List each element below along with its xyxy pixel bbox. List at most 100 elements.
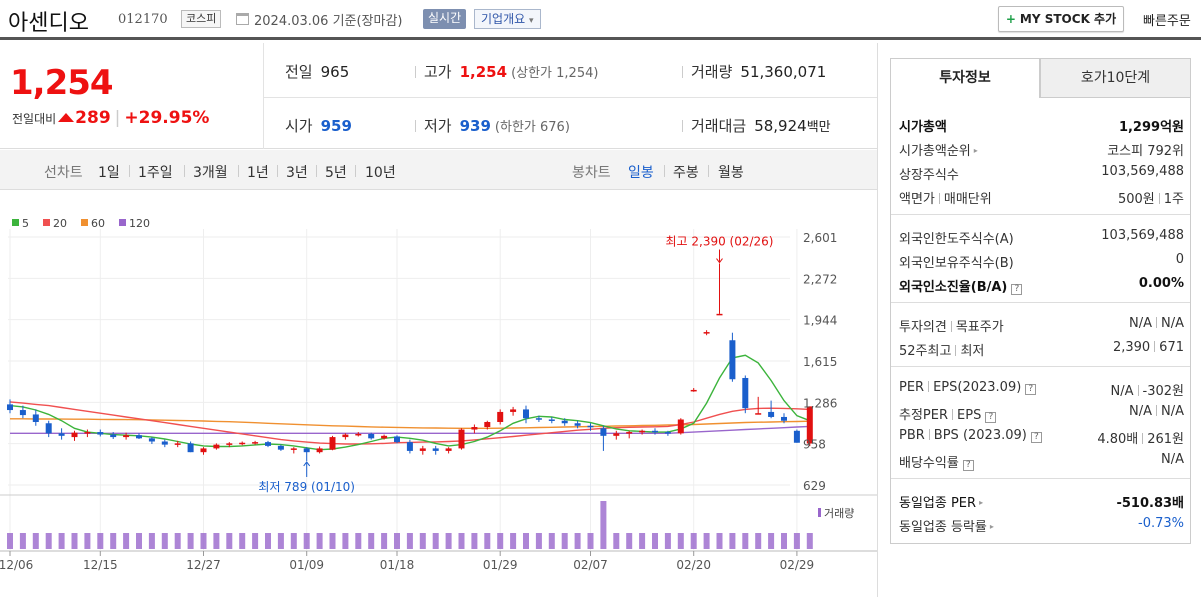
candle-daily[interactable]: 일봉 [628,165,654,181]
candle-body [419,448,426,451]
period-1y[interactable]: 1년 [247,165,269,181]
volume-bar [535,533,542,549]
candle-weekly[interactable]: 주봉 [673,165,699,181]
divider [928,429,930,440]
chart-period-bar: 선차트 1일 1주일 3개월 1년 3년 5년 10년 봉차트 일봉 주봉 월봉 [0,150,877,190]
candle-body [329,437,336,450]
caret-right-icon: ▸ [989,522,994,531]
info-row: 외국인한도주식수(A) 103,569,488 [899,228,1184,247]
candle-monthly[interactable]: 월봉 [718,165,744,181]
period-1d[interactable]: 1일 [98,165,120,181]
volume-bar [342,533,349,549]
period-1w[interactable]: 1주일 [138,165,173,181]
volume-bar [303,533,310,549]
candle-body [639,430,646,433]
volume-bar [471,533,478,549]
candle-body [136,435,142,439]
volume-label: 거래량 [824,507,854,520]
calendar-icon [236,13,249,25]
candle-body [458,429,465,449]
caret-right-icon: ▸ [973,146,978,155]
period-10y[interactable]: 10년 [365,165,396,181]
candle-body [510,409,517,412]
divider [891,302,1190,303]
candle-body [703,332,710,334]
help-icon[interactable]: ? [1030,432,1042,443]
volume-bar [419,533,426,549]
info-label: 외국인소진율(B/A) [899,280,1008,295]
divider [263,43,264,149]
chevron-down-icon: ▾ [529,16,534,26]
help-icon[interactable]: ? [985,412,997,423]
candle-chart-label: 봉차트 [572,165,611,181]
divider: | [114,108,121,128]
volume-bar [600,501,607,549]
divider [664,165,665,177]
candle-body [652,430,658,433]
help-icon[interactable]: ? [1025,384,1037,395]
period-3y[interactable]: 3년 [286,165,308,181]
info-label: 외국인한도주식수(A) [899,232,1014,247]
realtime-button[interactable]: 실시간 [423,9,467,29]
candle-body [19,410,26,416]
divider [1154,341,1156,352]
change-percent: +29.95% [124,108,210,128]
divider [316,165,317,177]
info-row: 외국인소진율(B/A)? 0.00% [899,276,1184,295]
x-tick-label: 01/09 [289,558,324,572]
candle-body [806,406,813,444]
info-label[interactable]: 시가총액순위 [899,144,971,159]
x-axis: 12/06 12/15 12/27 01/09 01/18 01/29 02/07 02/20… [0,551,814,572]
legend-label: 20 [53,217,67,230]
period-5y[interactable]: 5년 [325,165,347,181]
info-row: PBR BPS (2023.09)? 4.80배 261원 [899,428,1184,447]
candle-body [664,432,671,434]
divider [682,120,683,132]
info-label: EPS [957,408,982,423]
add-mystock-label: MY STOCK 추가 [1019,12,1117,26]
candle-body [226,443,233,445]
divider [263,97,877,98]
candle-body [394,436,400,443]
volume-bar [432,533,439,549]
candle-body [303,448,310,453]
volume-bar [381,533,388,549]
info-value: N/A [1129,404,1152,419]
divider [708,165,709,177]
candle-body [265,442,271,446]
x-tick-label: 02/07 [573,558,608,572]
company-overview-button[interactable]: 기업개요 ▾ [474,9,541,29]
volume-bar [394,533,400,549]
add-mystock-button[interactable]: + MY STOCK 추가 [998,6,1124,32]
stock-code: 012170 [118,12,168,27]
info-label[interactable]: 동일업종 PER [899,496,977,511]
info-label[interactable]: 동일업종 등락률 [899,520,987,535]
candle-body [471,427,478,430]
volume-bar [793,533,800,549]
info-value: 1,299억원 [1118,120,1184,135]
candle-body [213,444,220,449]
candle-body [355,433,362,436]
low-annotation: 최저 789 (01/10) [258,480,355,494]
divider [950,321,952,332]
volume: 거래량 51,360,071 [682,61,826,82]
caret-right-icon: ▸ [979,498,984,507]
legend-label: 60 [91,217,105,230]
info-row: 동일업종 등락률 ▸ -0.73% [899,516,1184,535]
x-tick-label: 12/06 [0,558,33,572]
candle-body [561,420,568,424]
y-tick-label: 1,286 [803,396,837,410]
help-icon[interactable]: ? [962,460,974,471]
tab-investment-info[interactable]: 투자정보 [890,58,1040,98]
info-label: 최저 [960,344,985,359]
help-icon[interactable]: ? [1011,284,1023,295]
period-3m[interactable]: 3개월 [193,165,228,181]
divider [891,366,1190,367]
tab-order-book[interactable]: 호가10단계 [1040,58,1191,98]
candle-body [277,445,284,450]
x-tick-label: 01/29 [483,558,518,572]
volume-bar [781,533,787,549]
amount-unit: 백만 [806,120,831,135]
quick-order-button[interactable]: 빠른주문 [1143,14,1191,29]
volume-bar [19,533,26,549]
